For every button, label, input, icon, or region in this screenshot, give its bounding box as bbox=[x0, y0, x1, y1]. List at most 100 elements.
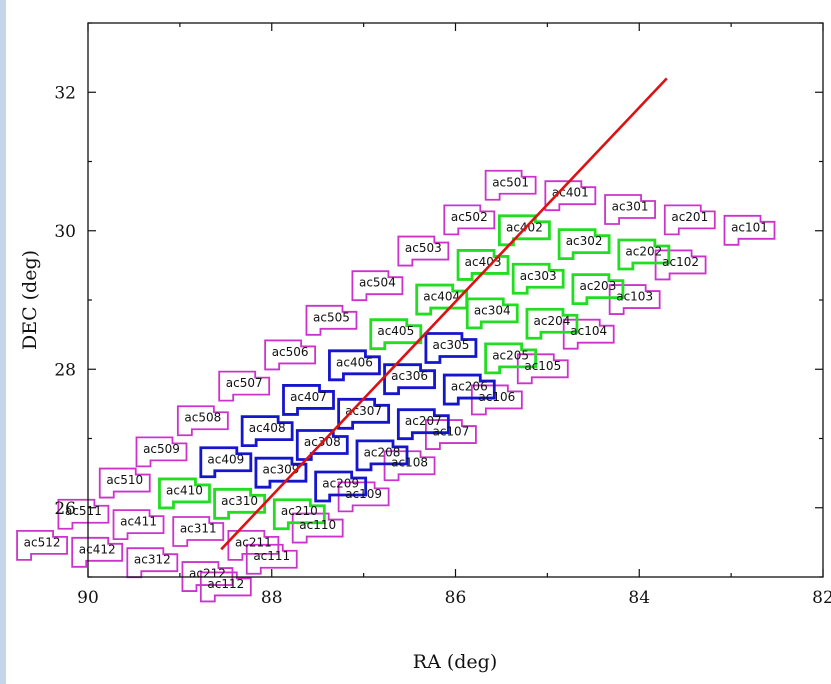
y-tick-label: 28 bbox=[54, 360, 76, 380]
field-label-ac112: ac112 bbox=[207, 577, 244, 591]
field-label-ac204: ac204 bbox=[534, 314, 571, 328]
field-outline-ac306 bbox=[383, 363, 436, 396]
field-label-ac509: ac509 bbox=[143, 442, 180, 456]
field-label-ac404: ac404 bbox=[423, 290, 460, 304]
field-label-ac105: ac105 bbox=[524, 359, 561, 373]
field-label-ac209: ac209 bbox=[322, 477, 359, 491]
field-label-ac201: ac201 bbox=[671, 210, 708, 224]
x-axis-title: RA (deg) bbox=[413, 651, 497, 673]
field-outline-ac111 bbox=[245, 543, 298, 575]
field-label-ac504: ac504 bbox=[359, 276, 396, 290]
field-label-ac102: ac102 bbox=[662, 255, 699, 269]
field-outline-ac201 bbox=[663, 204, 716, 236]
field-label-ac305: ac305 bbox=[432, 338, 469, 352]
field-label-ac304: ac304 bbox=[474, 303, 511, 317]
field-label-ac405: ac405 bbox=[377, 324, 414, 338]
field-label-ac411: ac411 bbox=[120, 515, 157, 529]
field-outline-ac411 bbox=[112, 509, 165, 540]
field-label-ac503: ac503 bbox=[405, 241, 442, 255]
field-label-ac206: ac206 bbox=[451, 380, 488, 394]
field-label-ac311: ac311 bbox=[180, 522, 217, 536]
field-label-ac107: ac107 bbox=[432, 425, 469, 439]
field-label-ac202: ac202 bbox=[625, 245, 662, 259]
field-outline-ac503 bbox=[397, 235, 450, 267]
ticks-layer bbox=[87, 22, 824, 578]
x-tick-label: 88 bbox=[261, 588, 283, 608]
field-label-ac302: ac302 bbox=[566, 234, 603, 248]
field-label-ac205: ac205 bbox=[492, 348, 529, 362]
field-outline-ac506 bbox=[264, 339, 317, 371]
field-outline-ac406 bbox=[328, 349, 381, 382]
field-outline-ac512 bbox=[16, 529, 68, 561]
field-outline-ac206 bbox=[442, 373, 496, 406]
field-label-ac310: ac310 bbox=[221, 494, 258, 508]
field-outline-ac511 bbox=[57, 498, 110, 530]
field-outline-ac309 bbox=[254, 456, 308, 489]
field-label-ac408: ac408 bbox=[249, 421, 286, 435]
y-tick-label: 32 bbox=[54, 83, 76, 103]
field-label-ac108: ac108 bbox=[391, 456, 428, 470]
x-tick-label: 84 bbox=[628, 588, 650, 608]
field-outline-ac505 bbox=[305, 304, 358, 336]
field-outline-ac510 bbox=[98, 467, 151, 499]
field-label-ac407: ac407 bbox=[290, 390, 327, 404]
field-outline-ac106 bbox=[470, 384, 523, 416]
field-label-ac507: ac507 bbox=[226, 376, 263, 390]
field-outline-ac108 bbox=[383, 450, 436, 482]
field-label-ac403: ac403 bbox=[465, 255, 502, 269]
field-outline-ac303 bbox=[511, 262, 565, 295]
field-outline-ac205 bbox=[484, 342, 538, 375]
field-outline-ac412 bbox=[71, 536, 124, 568]
field-label-ac101: ac101 bbox=[731, 220, 768, 234]
x-tick-label: 86 bbox=[445, 588, 467, 608]
field-label-ac104: ac104 bbox=[570, 324, 607, 338]
field-outline-ac305 bbox=[424, 332, 478, 364]
field-outline-ac409 bbox=[199, 446, 253, 479]
chart-frame: ac101 ac102 ac103 ac104 ac105 ac106 ac107 ac108… bbox=[6, 0, 831, 684]
field-outline-ac203 bbox=[571, 273, 625, 306]
x-tick-label: 90 bbox=[77, 588, 99, 608]
field-outline-ac310 bbox=[213, 487, 266, 520]
field-outline-ac304 bbox=[465, 297, 519, 330]
y-axis-title: DEC (deg) bbox=[19, 250, 41, 350]
tick-labels-layer: 90 88 86 84 82 26 28 30 32 bbox=[54, 83, 831, 608]
field-outline-ac209 bbox=[314, 470, 368, 503]
field-outline-ac509 bbox=[135, 436, 188, 468]
field-outline-ac502 bbox=[443, 204, 496, 236]
field-outline-ac207 bbox=[396, 408, 450, 441]
fields-layer: ac101 ac102 ac103 ac104 ac105 ac106 ac107 ac108… bbox=[16, 169, 776, 603]
field-label-ac106: ac106 bbox=[478, 390, 515, 404]
field-outline-ac407 bbox=[282, 384, 335, 416]
field-outline-ac103 bbox=[608, 284, 661, 315]
field-outline-ac501 bbox=[484, 169, 537, 201]
y-tick-label: 30 bbox=[54, 222, 76, 242]
field-layout-chart: ac101 ac102 ac103 ac104 ac105 ac106 ac107 ac108… bbox=[16, 22, 831, 673]
diagonal-line bbox=[220, 77, 668, 551]
field-label-ac109: ac109 bbox=[345, 487, 382, 501]
field-outline-ac508 bbox=[176, 405, 229, 437]
field-label-ac211: ac211 bbox=[235, 535, 272, 549]
field-label-ac303: ac303 bbox=[520, 269, 557, 283]
field-outline-ac302 bbox=[557, 228, 611, 261]
field-outline-ac112 bbox=[199, 571, 252, 603]
field-outline-ac102 bbox=[654, 249, 707, 281]
field-outline-ac307 bbox=[337, 397, 391, 430]
field-outline-ac408 bbox=[240, 415, 294, 448]
field-label-ac203: ac203 bbox=[579, 279, 616, 293]
field-label-ac409: ac409 bbox=[207, 452, 244, 466]
field-label-ac410: ac410 bbox=[166, 483, 203, 497]
field-label-ac506: ac506 bbox=[272, 345, 309, 359]
field-label-ac212: ac212 bbox=[189, 567, 226, 581]
field-outline-ac211 bbox=[227, 529, 280, 561]
field-label-ac103: ac103 bbox=[616, 290, 653, 304]
field-label-ac312: ac312 bbox=[134, 553, 171, 567]
field-label-ac508: ac508 bbox=[184, 411, 221, 425]
field-outline-ac202 bbox=[617, 238, 671, 271]
field-label-ac505: ac505 bbox=[313, 310, 350, 324]
field-outline-ac401 bbox=[544, 180, 597, 212]
field-outline-ac504 bbox=[351, 270, 404, 302]
field-label-ac208: ac208 bbox=[364, 445, 401, 459]
field-label-ac512: ac512 bbox=[24, 535, 61, 549]
field-label-ac207: ac207 bbox=[405, 414, 442, 428]
field-outline-ac204 bbox=[525, 307, 579, 340]
